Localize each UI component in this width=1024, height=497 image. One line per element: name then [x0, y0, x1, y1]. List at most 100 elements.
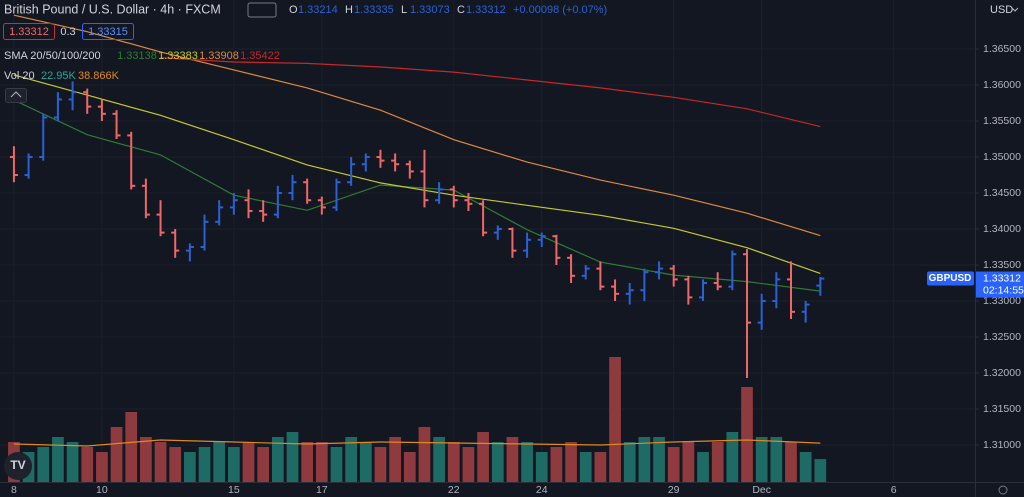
ohlc-value: 1.33335: [354, 4, 394, 16]
sma-line: [13, 99, 821, 292]
volume-bar: [697, 452, 709, 482]
moving-averages: [13, 14, 821, 292]
sma-value: 1.33138: [117, 50, 157, 62]
volume-bar: [814, 459, 827, 482]
x-tick-label: 24: [536, 484, 548, 496]
ohlc-value: 1.33073: [410, 4, 450, 16]
volume-bar: [785, 442, 797, 482]
sma-value: 1.33383: [158, 50, 198, 62]
x-tick-label: 29: [668, 484, 680, 496]
volume-bar: [169, 447, 182, 482]
volume-bar: [579, 452, 592, 482]
volume-bar: [345, 437, 358, 482]
currency[interactable]: USD: [990, 4, 1013, 16]
volume-bar: [257, 447, 270, 482]
volume-bar: [66, 442, 79, 482]
volume-title: Vol 20: [4, 70, 35, 82]
volume-bar: [37, 447, 50, 482]
ohlc-value: 1.33312: [466, 4, 506, 16]
settings-icon[interactable]: [247, 2, 277, 18]
y-tick-label: 1.32500: [983, 331, 1021, 343]
sma-title: SMA 20/50/100/200: [4, 50, 101, 62]
ohlc-value: 1.33214: [298, 4, 338, 16]
x-tick-label: 6: [891, 484, 897, 496]
volume-bar: [374, 447, 387, 482]
volume-ma-line: [13, 439, 821, 447]
volume-bar: [242, 442, 255, 482]
x-tick-label: 17: [316, 484, 328, 496]
volume-bar: [52, 437, 64, 482]
volume-ma-last: 38.866K: [78, 70, 120, 82]
volume-bar: [213, 442, 226, 482]
last-price: 1.33312: [983, 272, 1021, 284]
volume-bar: [125, 412, 138, 482]
volume-bar: [462, 447, 475, 482]
sell-price: 1.33312: [9, 26, 49, 38]
volume-bar: [565, 442, 577, 482]
volume-bar: [359, 442, 372, 482]
volume-bar: [184, 452, 196, 482]
svg-text:TV: TV: [10, 458, 25, 472]
ohlc-letter: H: [345, 4, 353, 16]
legend: British Pound / U.S. Dollar · 4h · FXCM …: [3, 2, 1019, 495]
settings-gear[interactable]: [998, 485, 1008, 495]
volume-bar: [667, 447, 680, 482]
axes: 1.31000 1.31500 1.32000 1.32500 1.33000 1.335…: [11, 43, 1021, 496]
symbol-title: British Pound / U.S. Dollar · 4h · FXCM: [4, 2, 221, 16]
volume-bar: [755, 437, 768, 482]
volume-bar: [653, 437, 665, 482]
volume-bar: [433, 437, 445, 482]
y-tick-label: 1.32000: [983, 367, 1021, 379]
y-tick-label: 1.33000: [983, 295, 1021, 307]
volume-bar: [799, 452, 812, 482]
volume-bar: [403, 452, 416, 482]
buy-button[interactable]: [82, 23, 134, 40]
volume-bar: [623, 442, 636, 482]
volume-bar: [521, 442, 533, 482]
y-tick-label: 1.33500: [983, 259, 1021, 271]
volume-bar: [140, 437, 152, 482]
sma-line: [13, 14, 821, 237]
volume-bar: [770, 437, 783, 482]
volume-bar: [682, 442, 695, 482]
y-tick-label: 1.31500: [983, 403, 1021, 415]
symbol-tag: [927, 271, 974, 286]
volume-bar: [198, 447, 211, 482]
y-tick-label: 1.31000: [983, 439, 1021, 451]
x-tick-label: Dec: [752, 484, 771, 496]
volume-bar: [154, 442, 167, 482]
sell-button[interactable]: [3, 23, 55, 40]
volume-bar: [315, 442, 328, 482]
grid: [0, 0, 975, 482]
collapse-button[interactable]: [5, 88, 27, 103]
volume-bar: [418, 427, 431, 482]
y-tick-label: 1.34000: [983, 223, 1021, 235]
spread: 0.3: [60, 26, 75, 38]
volume-bar: [535, 452, 548, 482]
y-tick-label: 1.36000: [983, 79, 1021, 91]
ohlc-letter: L: [401, 4, 407, 16]
y-tick-label: 1.35000: [983, 151, 1021, 163]
x-tick-label: 15: [228, 484, 240, 496]
last-price-tag: [976, 271, 1024, 298]
volume-bar: [447, 442, 460, 482]
volume-bar: [477, 432, 489, 482]
volume-bar: [638, 437, 651, 482]
volume-last: 22.95K: [41, 70, 77, 82]
volume-bar: [491, 442, 504, 482]
price-bars: [9, 81, 825, 379]
buy-price: 1.33315: [88, 26, 128, 38]
currency-arrow: [1011, 7, 1019, 12]
x-tick-label: 22: [448, 484, 460, 496]
sma-value: 1.33908: [199, 50, 239, 62]
y-tick-label: 1.34500: [983, 187, 1021, 199]
volume-bar: [741, 387, 753, 482]
sma-value: 1.35422: [240, 50, 280, 62]
volume-bar: [330, 447, 343, 482]
symbol-tag-label: GBPUSD: [929, 273, 972, 284]
y-tick-label: 1.36500: [983, 43, 1021, 55]
volume-bar: [389, 437, 401, 482]
ohlc-letter: C: [457, 4, 465, 16]
